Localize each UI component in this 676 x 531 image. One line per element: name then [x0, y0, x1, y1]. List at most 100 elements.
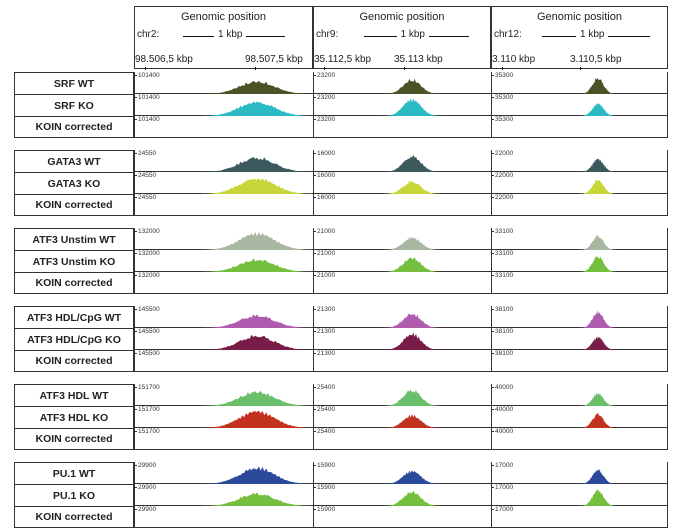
track-range-label: 151700 [135, 406, 160, 413]
track-baseline [314, 527, 491, 528]
signal-peak [371, 98, 452, 116]
signal-peak [371, 389, 452, 406]
track-panel: 132000 [134, 272, 313, 294]
track-baseline [492, 215, 668, 216]
panel-header-1: Genomic position chr2: 1 kbp 98.506,5 kb… [134, 6, 313, 70]
track-label: KOIN corrected [14, 194, 134, 216]
track-panel: 23200 [313, 94, 491, 116]
track-panel: 29900 [134, 462, 313, 484]
track-range-label: 22000 [491, 194, 514, 201]
track-panel: 38100 [491, 306, 668, 328]
track-row: KOIN corrected 145500 21300 38100 [14, 350, 668, 372]
track-range-label: 15900 [313, 506, 336, 513]
signal-peak [371, 180, 452, 194]
track-panel: 17000 [491, 462, 668, 484]
position-tick-mark [145, 67, 146, 70]
signal-peak [371, 78, 452, 94]
track-panel: 145500 [134, 306, 313, 328]
track-panel: 151700 [134, 384, 313, 406]
track-range-label: 22000 [491, 172, 514, 179]
track-baseline [314, 293, 491, 294]
track-range-label: 29900 [134, 506, 157, 513]
track-panel: 21000 [313, 250, 491, 272]
track-panel: 132000 [134, 228, 313, 250]
track-panel: 22000 [491, 194, 668, 216]
position-tick-label: 3.110 kbp [492, 54, 536, 65]
signal-peak [573, 234, 624, 250]
track-range-label: 21300 [313, 306, 336, 313]
signal-peak [573, 77, 624, 94]
track-label: ATF3 HDL WT [14, 384, 134, 406]
track-panel: 35300 [491, 72, 668, 94]
track-panel: 15900 [313, 484, 491, 506]
position-tick-label: 3.110,5 kbp [570, 54, 622, 65]
track-baseline [492, 249, 668, 250]
track-panel: 101400 [134, 116, 313, 138]
track-baseline [492, 449, 668, 450]
position-tick-mark [404, 67, 405, 70]
track-row: KOIN corrected 132000 21000 33100 [14, 272, 668, 294]
track-panel: 16000 [313, 150, 491, 172]
track-panel: 151700 [134, 406, 313, 428]
scale-bar-label: 1 kbp [576, 29, 609, 40]
track-panel: 25400 [313, 384, 491, 406]
track-range-label: 25400 [313, 428, 336, 435]
track-row: ATF3 HDL/CpG WT 145500 21300 38100 [14, 306, 668, 328]
group-border [667, 462, 668, 528]
track-baseline [492, 349, 668, 350]
track-range-label: 38100 [491, 328, 514, 335]
track-baseline [314, 137, 491, 138]
panel-title: Genomic position [181, 11, 266, 23]
track-panel: 40000 [491, 428, 668, 450]
track-baseline [492, 171, 668, 172]
signal-peak [573, 489, 624, 506]
track-row: ATF3 HDL KO 151700 25400 40000 [14, 406, 668, 428]
track-range-label: 29900 [134, 484, 157, 491]
track-label: KOIN corrected [14, 272, 134, 294]
track-range-label: 24550 [134, 150, 157, 157]
track-range-label: 132000 [135, 228, 160, 235]
track-range-label: 151700 [135, 384, 160, 391]
track-range-label: 40000 [491, 428, 514, 435]
track-range-label: 17000 [491, 462, 514, 469]
track-row: KOIN corrected 24550 16000 22000 [14, 194, 668, 216]
track-panel: 17000 [491, 484, 668, 506]
track-range-label: 17000 [491, 506, 514, 513]
panel-title: Genomic position [359, 11, 445, 23]
track-range-label: 101400 [135, 116, 160, 123]
track-label: KOIN corrected [14, 428, 134, 450]
signal-peak [371, 257, 452, 272]
position-tick-mark [255, 67, 256, 70]
track-panel: 16000 [313, 194, 491, 216]
track-panel: 23200 [313, 72, 491, 94]
track-baseline [314, 371, 491, 372]
position-tick-label: 98.506,5 kbp [135, 54, 193, 65]
signal-peak [201, 410, 312, 428]
track-panel: 145500 [134, 328, 313, 350]
track-label: ATF3 Unstim WT [14, 228, 134, 250]
track-panel: 29900 [134, 484, 313, 506]
track-panel: 17000 [491, 506, 668, 528]
track-panel: 33100 [491, 272, 668, 294]
signal-peak [371, 154, 452, 172]
track-baseline [314, 449, 491, 450]
track-panel: 15900 [313, 506, 491, 528]
track-row: ATF3 HDL WT 151700 25400 40000 [14, 384, 668, 406]
track-range-label: 101400 [135, 94, 160, 101]
track-panel: 29900 [134, 506, 313, 528]
track-row: GATA3 KO 24550 16000 22000 [14, 172, 668, 194]
signal-peak [201, 390, 312, 406]
track-panel: 38100 [491, 350, 668, 372]
track-label: ATF3 HDL/CpG KO [14, 328, 134, 350]
track-panel: 101400 [134, 94, 313, 116]
track-range-label: 101400 [135, 72, 160, 79]
track-row: ATF3 Unstim KO 132000 21000 33100 [14, 250, 668, 272]
track-panel: 21000 [313, 272, 491, 294]
group-border [667, 150, 668, 216]
track-range-label: 23200 [313, 72, 336, 79]
track-range-label: 40000 [491, 384, 514, 391]
track-range-label: 132000 [135, 250, 160, 257]
position-tick-label: 35.112,5 kbp [314, 54, 372, 65]
track-label: KOIN corrected [14, 350, 134, 372]
